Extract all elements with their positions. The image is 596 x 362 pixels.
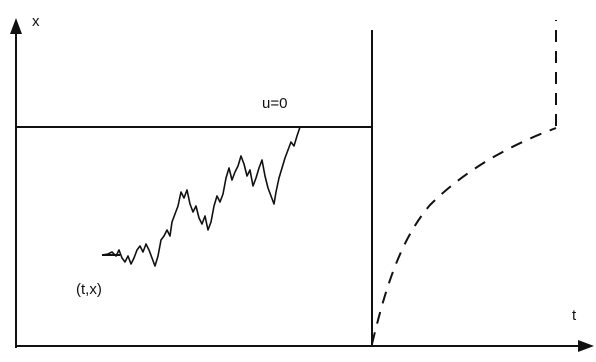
boundary-label: u=0 (262, 95, 287, 112)
start-point-label: (t,x) (76, 281, 102, 298)
dashed-curve (371, 127, 557, 345)
x-axis-label: t (572, 307, 577, 324)
random-walk-path (101, 126, 301, 267)
y-axis-label: x (32, 13, 40, 30)
x-axis-arrowhead (578, 340, 594, 352)
y-axis-arrowhead (10, 18, 22, 34)
